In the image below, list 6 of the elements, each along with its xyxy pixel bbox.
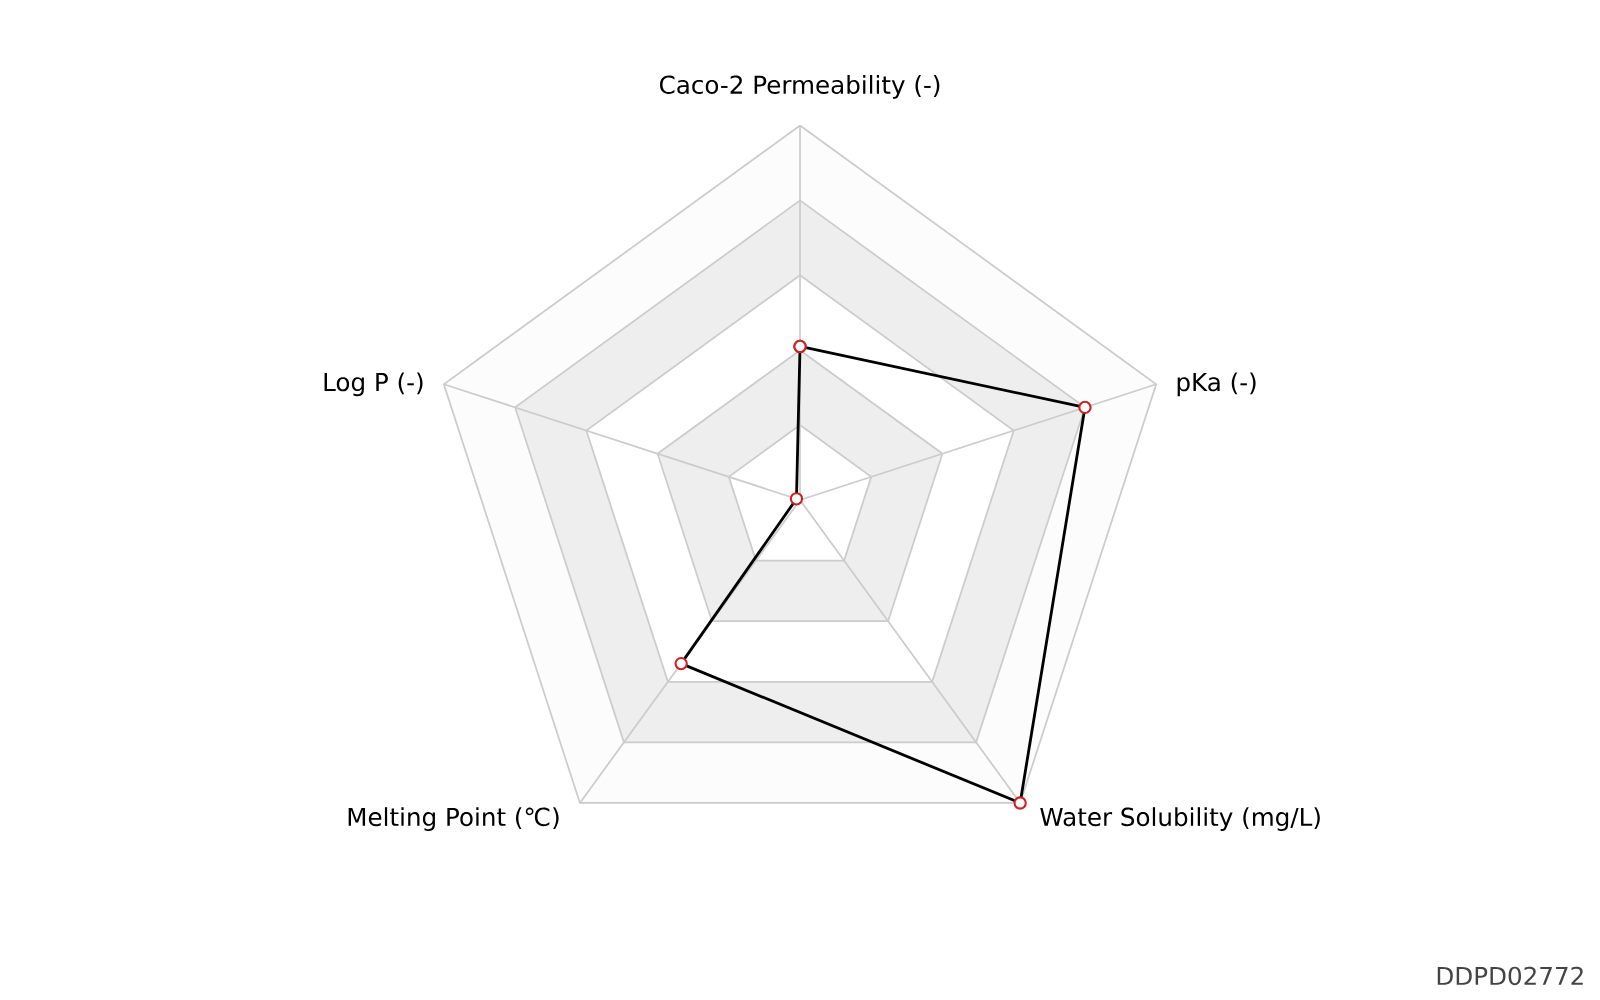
text: DDPD02772 bbox=[1437, 966, 1583, 986]
spoke-label: Water Solubility (mg/L) bbox=[1040, 807, 1320, 831]
spoke-label: pKa (-) bbox=[1177, 372, 1256, 397]
spoke-label: Caco-2 Permeability (-) bbox=[659, 74, 940, 99]
spoke-label: Log P (-) bbox=[324, 372, 423, 397]
spoke-label: Melting Point (℃) bbox=[348, 807, 559, 831]
